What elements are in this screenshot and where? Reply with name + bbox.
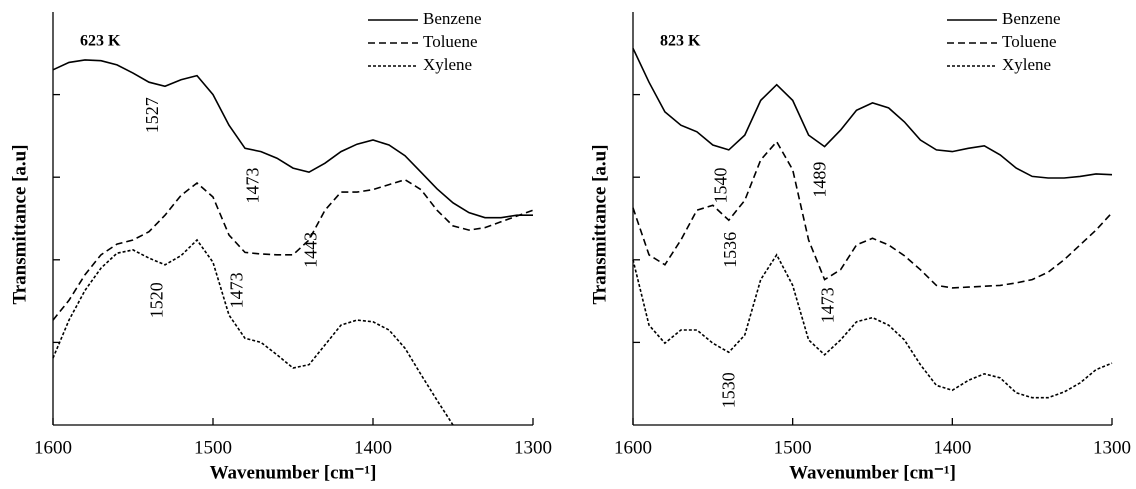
- x-tick-label: 1500: [774, 437, 812, 458]
- peak-label: 1536: [720, 232, 740, 268]
- spectrum-line: [632, 47, 1113, 179]
- legend-label: Benzene: [1002, 9, 1061, 28]
- legend-label: Xylene: [1002, 55, 1051, 74]
- x-axis-title: Wavenumber [cm⁻¹]: [789, 462, 956, 483]
- x-tick-label: 1400: [933, 437, 971, 458]
- spectrum-line: [52, 178, 534, 321]
- spectrum-line: [632, 140, 1113, 289]
- x-tick-label: 1300: [1093, 437, 1131, 458]
- x-tick-label: 1600: [34, 437, 72, 458]
- peak-label: 1530: [719, 372, 739, 408]
- peak-label: 1473: [818, 287, 838, 323]
- peak-label: 1520: [147, 282, 167, 318]
- y-axis-title: Transmittance [a.u]: [9, 144, 30, 304]
- x-tick-label: 1500: [194, 437, 232, 458]
- peak-label: 1527: [142, 97, 162, 133]
- legend-label: Toluene: [423, 32, 478, 51]
- peak-label: 1489: [810, 162, 830, 198]
- x-axis-title: Wavenumber [cm⁻¹]: [210, 462, 377, 483]
- y-axis-title: Transmittance [a.u]: [589, 144, 610, 304]
- panel-title: 823 K: [660, 33, 701, 50]
- peak-label: 1443: [300, 232, 320, 268]
- x-tick-label: 1400: [354, 437, 392, 458]
- x-tick-label: 1300: [514, 437, 552, 458]
- spectrum-line: [632, 253, 1113, 399]
- spectrum-line: [52, 59, 533, 219]
- spectrum-line: [52, 238, 454, 426]
- panel-title: 623 K: [80, 33, 121, 50]
- legend-label: Toluene: [1002, 32, 1057, 51]
- legend-label: Xylene: [423, 55, 472, 74]
- x-tick-label: 1600: [614, 437, 652, 458]
- peak-label: 1473: [243, 167, 263, 203]
- peak-label: 1473: [227, 272, 247, 308]
- peak-label: 1540: [711, 167, 731, 203]
- legend-label: Benzene: [423, 9, 482, 28]
